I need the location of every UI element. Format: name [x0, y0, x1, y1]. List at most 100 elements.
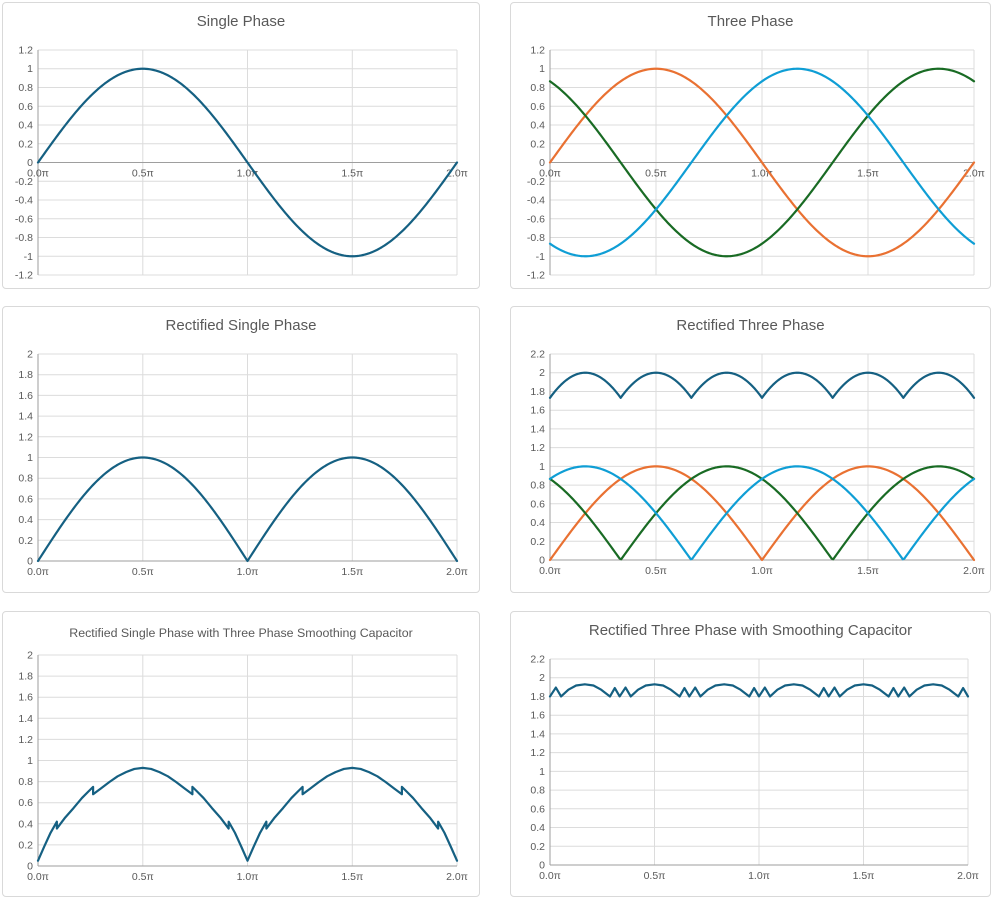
y-tick-label: -1.2: [15, 270, 33, 282]
plot-rectified-three-phase-smoothed: 2.2 2 1.8 1.6 1.4 1.2 1 0.8 0.6 0.4 0.2 00.0π 0.5π 1.…: [530, 654, 979, 883]
y-tick-label: 1.2: [18, 45, 33, 57]
y-tick-label: 0.6: [530, 498, 545, 510]
plot-rectified-single-phase: 2 1.8 1.6 1.4 1.2 1 0.8 0.6 0.4 0.2 00.0π 0.5π 1.0π 1…: [18, 349, 468, 579]
series-line-2-0: [36, 456, 459, 563]
y-tick-label: 0.8: [530, 82, 545, 94]
plot-single-phase: 1.2 1 0.8 0.6 0.4 0.2 0 -0.2 -0.4 -0.6 -0.8 -1 -1.2 0…: [15, 45, 468, 282]
chart-card-rectified-three-phase: 2.2 2 1.8 1.6 1.4 1.2 1 0.8 0.6 0.4 0.2 0 0.0π 0.5π 1.…: [510, 306, 991, 593]
x-tick-label: 1.5π: [341, 871, 363, 883]
y-tick-label: 0.2: [18, 535, 33, 547]
y-tick-label: 1: [27, 63, 33, 75]
x-tick-label: 2.0π: [963, 565, 985, 577]
y-tick-label: 2.2: [530, 654, 545, 666]
y-tick-label: 0.2: [530, 138, 545, 150]
y-tick-label: 0.8: [18, 82, 33, 94]
y-tick-label: 0.8: [18, 473, 33, 485]
x-tick-label: 0.0π: [27, 566, 49, 578]
y-tick-label: -0.2: [527, 176, 545, 188]
y-tick-label: 1: [539, 63, 545, 75]
y-tick-label: 0.2: [530, 841, 545, 853]
y-tick-label: 2: [27, 650, 33, 662]
y-tick-label: 2.2: [530, 349, 545, 361]
x-tick-label: 1.5π: [857, 168, 879, 180]
y-tick-label: 0: [539, 157, 545, 169]
y-tick-label: 1.2: [530, 747, 545, 759]
chart-title-rectified-three-phase: Rectified Three Phase: [676, 317, 825, 334]
y-tick-label: 1.4: [18, 713, 33, 725]
y-tick-label: 0.2: [530, 536, 545, 548]
chart-card-three-phase: 1.2 1 0.8 0.6 0.4 0.2 0 -0.2 -0.4 -0.6 -0.8 -1 -1.2 0…: [510, 2, 991, 289]
y-tick-label: 0.4: [530, 822, 545, 834]
y-tick-label: 0: [27, 556, 33, 568]
y-tick-label: -0.4: [527, 195, 545, 207]
x-tick-label: 1.0π: [748, 870, 770, 882]
x-tick-label: 0.5π: [645, 168, 667, 180]
x-tick-label: 1.0π: [237, 566, 259, 578]
y-tick-label: 1.4: [530, 423, 545, 435]
y-tick-label: 0.4: [18, 514, 33, 526]
y-tick-label: 1.4: [530, 728, 545, 740]
y-tick-label: 0.8: [530, 785, 545, 797]
y-tick-label: 1.6: [18, 390, 33, 402]
y-tick-label: -1: [536, 251, 545, 263]
x-tick-label: 0.5π: [132, 871, 154, 883]
series-line-3-0: [548, 371, 976, 399]
y-tick-label: -0.6: [527, 213, 545, 225]
x-tick-label: 0.0π: [539, 168, 561, 180]
x-tick-label: 1.5π: [341, 168, 363, 180]
y-tick-label: 0.2: [18, 839, 33, 851]
y-tick-label: 0.8: [18, 776, 33, 788]
y-tick-label: 1: [27, 452, 33, 464]
y-tick-label: 1.4: [18, 411, 33, 423]
y-tick-label: -0.2: [15, 176, 33, 188]
y-tick-label: 1.8: [530, 691, 545, 703]
y-tick-label: 0.4: [18, 120, 33, 132]
y-tick-label: 1.8: [18, 671, 33, 683]
x-tick-label: 1.0π: [751, 565, 773, 577]
chart-title-rectified-single-phase: Rectified Single Phase: [165, 317, 317, 334]
x-tick-label: 0.5π: [644, 870, 666, 882]
y-tick-label: 0: [539, 860, 545, 872]
y-tick-label: 2: [27, 349, 33, 361]
x-tick-label: 2.0π: [446, 871, 468, 883]
plot-rectified-single-phase-smoothed: 2 1.8 1.6 1.4 1.2 1 0.8 0.6 0.4 0.2 00.0π 0.5π 1.0π 1…: [18, 650, 468, 884]
y-tick-label: 0: [27, 157, 33, 169]
y-tick-label: 1.2: [18, 734, 33, 746]
x-tick-label: 2.0π: [957, 870, 979, 882]
x-tick-label: 1.5π: [853, 870, 875, 882]
y-tick-label: 0.2: [18, 138, 33, 150]
chart-title-single-phase: Single Phase: [196, 13, 286, 30]
x-tick-label: 1.5π: [857, 565, 879, 577]
y-tick-label: 0.6: [530, 101, 545, 113]
chart-card-single-phase: 1.2 1 0.8 0.6 0.4 0.2 0 -0.2 -0.4 -0.6 -0.8 -1 -1.2 0…: [2, 2, 480, 289]
y-tick-label: 1.6: [530, 710, 545, 722]
y-tick-label: 0.6: [18, 101, 33, 113]
series-line-4-0: [36, 766, 459, 862]
chart-card-rectified-three-phase-smoothed: 2.2 2 1.8 1.6 1.4 1.2 1 0.8 0.6 0.4 0.2 0 0.0π 0.5π 1.…: [510, 611, 991, 897]
y-tick-label: -0.6: [15, 213, 33, 225]
x-tick-label: 1.0π: [237, 871, 259, 883]
y-tick-label: 0: [539, 555, 545, 567]
series-line-1-0: [548, 67, 976, 258]
y-tick-label: 1.8: [530, 386, 545, 398]
y-tick-label: -1: [24, 251, 33, 263]
series-line-3-3: [548, 465, 976, 561]
plot-three-phase: 1.2 1 0.8 0.6 0.4 0.2 0 -0.2 -0.4 -0.6 -0.8 -1 -1.2 0…: [527, 45, 985, 282]
y-tick-label: 0.4: [18, 818, 33, 830]
y-tick-label: 0.6: [18, 797, 33, 809]
y-tick-label: 0.8: [530, 480, 545, 492]
y-tick-label: 1: [539, 461, 545, 473]
x-tick-label: 0.0π: [539, 870, 561, 882]
y-tick-label: 1.2: [530, 442, 545, 454]
y-tick-label: 1.8: [18, 369, 33, 381]
y-tick-label: -0.8: [15, 232, 33, 244]
x-tick-label: 0.0π: [539, 565, 561, 577]
y-tick-label: 2: [539, 672, 545, 684]
chart-title-rectified-three-phase-smoothed: Rectified Three Phase with Smoothing Cap…: [588, 622, 913, 639]
chart-card-rectified-single-phase-smoothed: 2 1.8 1.6 1.4 1.2 1 0.8 0.6 0.4 0.2 0 0.0π 0.5π 1.0π 1…: [2, 611, 480, 897]
series-line-1-1: [548, 67, 976, 258]
x-tick-label: 0.5π: [645, 565, 667, 577]
y-tick-label: 2: [539, 367, 545, 379]
y-tick-label: -1.2: [527, 270, 545, 282]
x-tick-label: 2.0π: [446, 566, 468, 578]
